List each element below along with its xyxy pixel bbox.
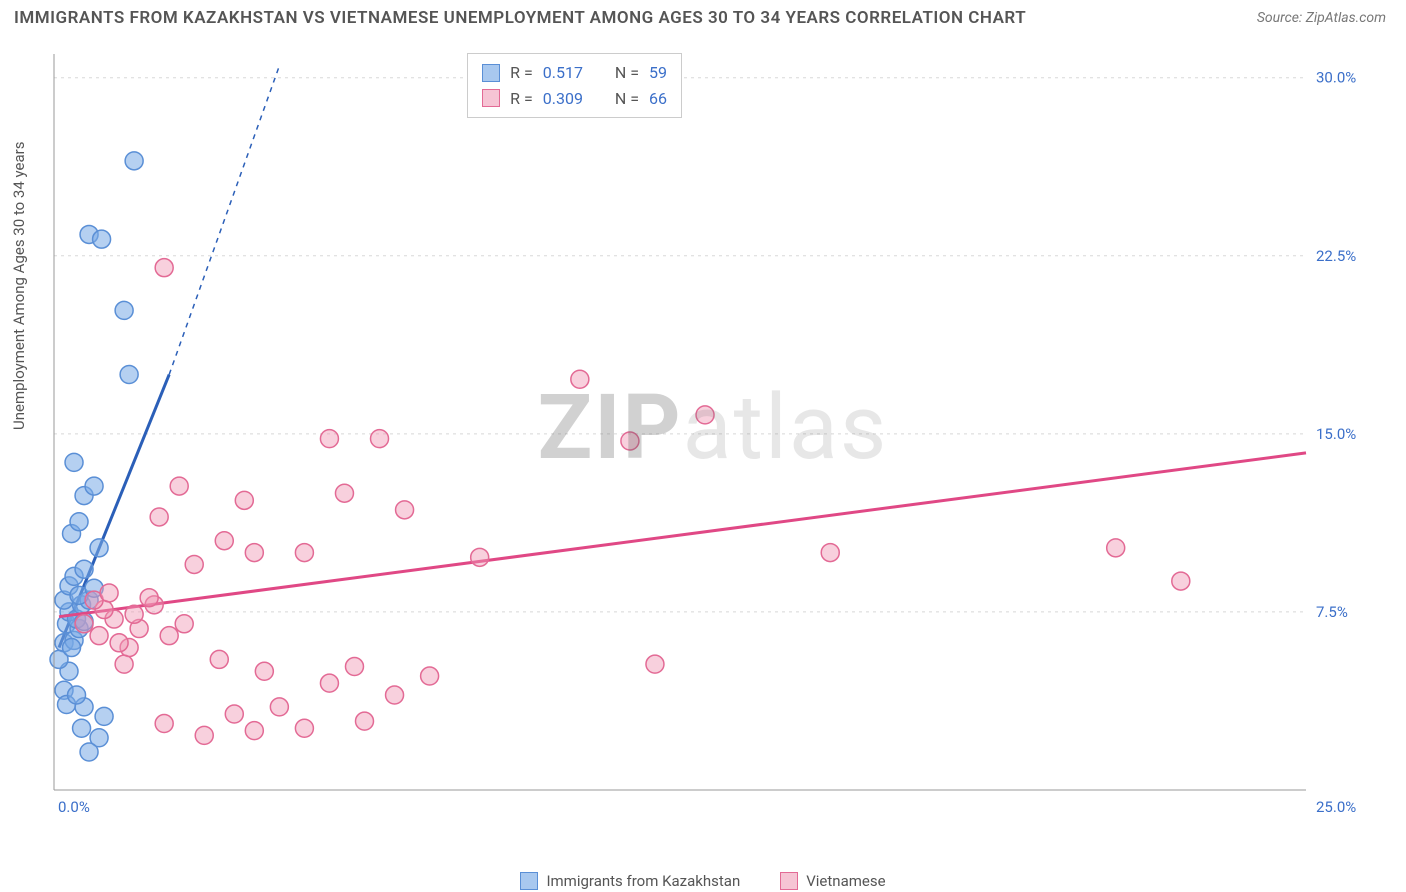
scatter-point (155, 715, 173, 733)
scatter-point (421, 667, 439, 685)
r-label: R = (510, 86, 533, 112)
title-row: IMMIGRANTS FROM KAZAKHSTAN VS VIETNAMESE… (0, 0, 1406, 32)
scatter-point (63, 639, 81, 657)
scatter-point (120, 366, 138, 384)
scatter-point (195, 726, 213, 744)
scatter-point (295, 719, 313, 737)
scatter-point (115, 655, 133, 673)
scatter-point (355, 712, 373, 730)
legend-swatch (520, 872, 538, 890)
scatter-point (68, 686, 86, 704)
stats-row: R = 0.309 N = 66 (482, 86, 667, 112)
y-axis-label: Unemployment Among Ages 30 to 34 years (10, 142, 28, 430)
scatter-point (73, 719, 91, 737)
scatter-point (1172, 572, 1190, 590)
scatter-point (245, 544, 263, 562)
scatter-point (621, 432, 639, 450)
scatter-point (140, 589, 158, 607)
scatter-point (125, 152, 143, 170)
scatter-point (320, 430, 338, 448)
scatter-point (125, 605, 143, 623)
scatter-point (93, 230, 111, 248)
chart-title: IMMIGRANTS FROM KAZAKHSTAN VS VIETNAMESE… (14, 8, 1026, 28)
scatter-point (155, 259, 173, 277)
n-label: N = (615, 60, 639, 86)
x-tick-label: 25.0% (1316, 798, 1356, 816)
legend-item: Immigrants from Kazakhstan (520, 872, 740, 890)
scatter-point (90, 627, 108, 645)
r-value: 0.309 (543, 86, 583, 112)
legend-label: Immigrants from Kazakhstan (546, 872, 740, 890)
scatter-point (75, 560, 93, 578)
scatter-point (170, 477, 188, 495)
correlation-stats-box: R = 0.517 N = 59R = 0.309 N = 66 (467, 53, 682, 118)
scatter-point (270, 698, 288, 716)
scatter-point (371, 430, 389, 448)
scatter-point (90, 539, 108, 557)
y-tick-label: 7.5% (1316, 603, 1348, 621)
r-label: R = (510, 60, 533, 86)
scatter-point (821, 544, 839, 562)
scatter-point (75, 615, 93, 633)
legend-label: Vietnamese (806, 872, 885, 890)
scatter-point (571, 370, 589, 388)
scatter-point (696, 406, 714, 424)
scatter-point (160, 627, 178, 645)
series-swatch (482, 89, 500, 107)
scatter-point (1107, 539, 1125, 557)
trend-line (59, 453, 1306, 617)
scatter-point (110, 634, 128, 652)
scatter-point (471, 548, 489, 566)
y-tick-label: 22.5% (1316, 247, 1356, 265)
scatter-point (215, 532, 233, 550)
scatter-point (295, 544, 313, 562)
x-tick-label: 0.0% (58, 798, 90, 816)
scatter-point (115, 301, 133, 319)
scatter-point (85, 477, 103, 495)
y-tick-label: 15.0% (1316, 425, 1356, 443)
scatter-point (235, 491, 253, 509)
bottom-legend: Immigrants from Kazakhstan Vietnamese (0, 872, 1406, 890)
n-value: 59 (649, 60, 667, 86)
scatter-point (185, 555, 203, 573)
scatter-point (245, 722, 263, 740)
r-value: 0.517 (543, 60, 583, 86)
legend-swatch (780, 872, 798, 890)
scatter-point (225, 705, 243, 723)
trend-line-extension (169, 66, 279, 375)
n-value: 66 (649, 86, 667, 112)
scatter-point (255, 662, 273, 680)
y-tick-label: 30.0% (1316, 69, 1356, 87)
chart-area: 7.5%15.0%22.5%30.0%0.0%25.0% ZIPatlas R … (48, 48, 1378, 828)
scatter-point (345, 658, 363, 676)
scatter-point (646, 655, 664, 673)
scatter-point (210, 650, 228, 668)
scatter-point (335, 484, 353, 502)
scatter-point (150, 508, 168, 526)
scatter-point (95, 707, 113, 725)
series-swatch (482, 64, 500, 82)
scatter-point (100, 584, 118, 602)
scatter-point (80, 743, 98, 761)
legend-item: Vietnamese (780, 872, 885, 890)
scatter-point (386, 686, 404, 704)
source-attribution: Source: ZipAtlas.com (1257, 10, 1386, 26)
scatter-point (320, 674, 338, 692)
scatter-point (396, 501, 414, 519)
n-label: N = (615, 86, 639, 112)
scatter-point (175, 615, 193, 633)
scatter-chart: 7.5% 15.0% 22.5% 30.0% 0.0% 25.0% (48, 48, 1378, 828)
scatter-point (65, 453, 83, 471)
stats-row: R = 0.517 N = 59 (482, 60, 667, 86)
scatter-point (70, 513, 88, 531)
